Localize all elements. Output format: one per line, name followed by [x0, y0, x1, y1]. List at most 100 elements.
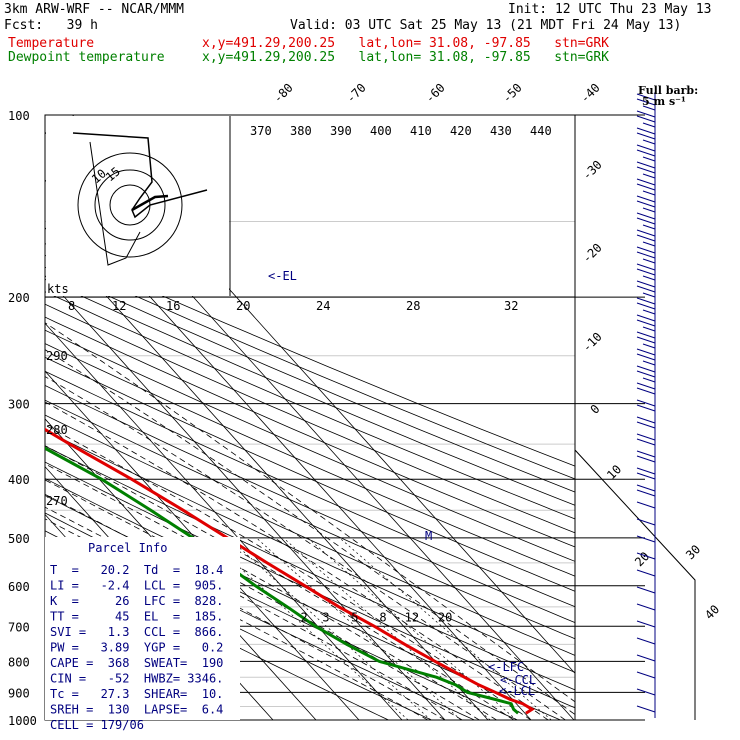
temperature-profile-line	[45, 427, 535, 715]
wind-barb	[642, 275, 656, 281]
dry-adiabat-line	[45, 254, 575, 480]
wind-barb	[636, 93, 656, 101]
dry-adiabat-line	[45, 414, 575, 656]
wind-barb	[636, 404, 656, 412]
hodograph-speed-label: 12	[112, 299, 126, 313]
wind-barb	[636, 149, 656, 157]
plot-frame-extension	[574, 115, 696, 720]
hodograph-speed-label: 28	[406, 299, 420, 313]
isotherm-line	[45, 274, 446, 720]
wind-barb	[636, 336, 656, 344]
wind-barb	[636, 98, 656, 106]
moist-adiabat-line	[45, 322, 575, 703]
barb-legend-unit: 5 m s⁻¹	[642, 95, 686, 108]
dry-adiabat-line	[45, 399, 575, 640]
wind-barb	[636, 421, 656, 429]
forecast-hour: Fcst: 39 h	[4, 18, 98, 33]
hodograph-speed-label: 24	[316, 299, 330, 313]
wind-barb	[636, 353, 656, 361]
mixing-ratio-line	[339, 537, 552, 720]
wind-barb	[636, 127, 656, 135]
temperature-legend: Temperature	[8, 36, 95, 51]
wind-barb	[636, 569, 656, 577]
model-title: 3km ARW-WRF -- NCAR/MMM	[4, 2, 185, 17]
level-marker-arrow: <-	[488, 660, 502, 674]
wind-barb	[636, 484, 656, 492]
wind-barb	[636, 195, 656, 203]
wind-barb	[636, 319, 656, 327]
wind-barb	[636, 603, 656, 611]
wind-barb	[642, 207, 656, 213]
level-marker-el: <-EL	[268, 269, 297, 283]
wind-barb	[636, 217, 656, 225]
pressure-tick-label: 500	[8, 532, 30, 546]
moist-adiabat-line	[45, 493, 463, 720]
wind-barb	[636, 229, 656, 237]
theta-label: 270	[46, 494, 68, 508]
wind-barb	[642, 343, 656, 349]
hodograph-speed-label: 20	[236, 299, 250, 313]
dewpoint-location: x,y=491.29,200.25 lat,lon= 31.08, -97.85…	[202, 50, 609, 65]
isotherm-label: -20	[580, 241, 605, 266]
wind-barb	[636, 370, 656, 378]
wind-barb	[636, 263, 656, 271]
wind-barb	[636, 387, 656, 395]
wind-barb	[636, 671, 656, 679]
wind-barb	[642, 105, 656, 111]
hodograph-trace	[72, 132, 208, 219]
level-marker-arrow: <-	[500, 673, 514, 687]
isotherm-label: 20	[632, 549, 652, 569]
wind-barb	[642, 326, 656, 332]
temperature-location: x,y=491.29,200.25 lat,lon= 31.08, -97.85…	[202, 36, 609, 51]
wind-barb	[642, 292, 656, 298]
isotherm-label: -10	[580, 330, 605, 355]
pressure-tick-label: 600	[8, 580, 30, 594]
wind-barb	[642, 156, 656, 162]
wind-barb	[636, 285, 656, 293]
dry-adiabat-line	[45, 291, 575, 520]
wind-barb	[636, 365, 656, 373]
barb-legend-title: Full barb:	[638, 84, 698, 97]
pressure-tick-label: 300	[8, 398, 30, 412]
dry-adiabat-line	[45, 329, 575, 562]
wind-barb	[642, 190, 656, 196]
mixing-ratio-label: 3	[322, 610, 329, 624]
wind-barb	[636, 654, 656, 662]
wind-barb	[642, 377, 656, 383]
pressure-tick-label: 1000	[8, 714, 37, 728]
wind-barb	[636, 302, 656, 310]
hodograph-speed-label: 8	[68, 299, 75, 313]
mixing-ratio-label: 12	[405, 610, 419, 624]
theta-label: 430	[490, 124, 512, 138]
theta-label: 380	[290, 124, 312, 138]
level-marker-label: M	[425, 529, 432, 543]
hodograph-ring	[77, 152, 183, 258]
theta-label: 390	[330, 124, 352, 138]
level-marker-label: EL	[282, 269, 296, 283]
wind-barb	[636, 268, 656, 276]
theta-label: 440	[530, 124, 552, 138]
wind-barb	[636, 212, 656, 220]
wind-barb	[636, 637, 656, 645]
isotherm-label: -50	[500, 81, 525, 106]
isotherm-line	[45, 322, 403, 720]
isotherm-label: -30	[580, 158, 605, 183]
parcel-info-line: CELL = 179/06	[50, 718, 144, 732]
pressure-tick-label: 400	[8, 473, 30, 487]
hodograph-speed-label: 16	[166, 299, 180, 313]
dry-adiabat-line	[45, 356, 575, 592]
level-marker-label: LFC	[502, 660, 524, 674]
dry-adiabat-line	[45, 278, 575, 506]
wind-barb	[642, 139, 656, 145]
wind-barb	[636, 586, 656, 594]
dry-adiabat-line	[45, 370, 575, 608]
wind-barb	[636, 688, 656, 696]
hodograph-ring	[94, 169, 166, 241]
wind-barb	[636, 314, 656, 322]
moist-adiabat-line	[45, 424, 532, 720]
dry-adiabat-line	[45, 385, 575, 624]
isotherm-line	[45, 370, 360, 720]
wind-barb	[636, 455, 656, 463]
hodograph-trace-upper	[89, 141, 141, 266]
